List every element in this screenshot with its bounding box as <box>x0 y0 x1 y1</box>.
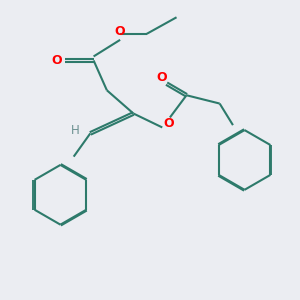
Text: O: O <box>163 117 174 130</box>
Text: H: H <box>71 124 80 136</box>
Text: O: O <box>156 70 167 83</box>
Text: O: O <box>115 25 125 38</box>
Text: O: O <box>52 54 62 67</box>
